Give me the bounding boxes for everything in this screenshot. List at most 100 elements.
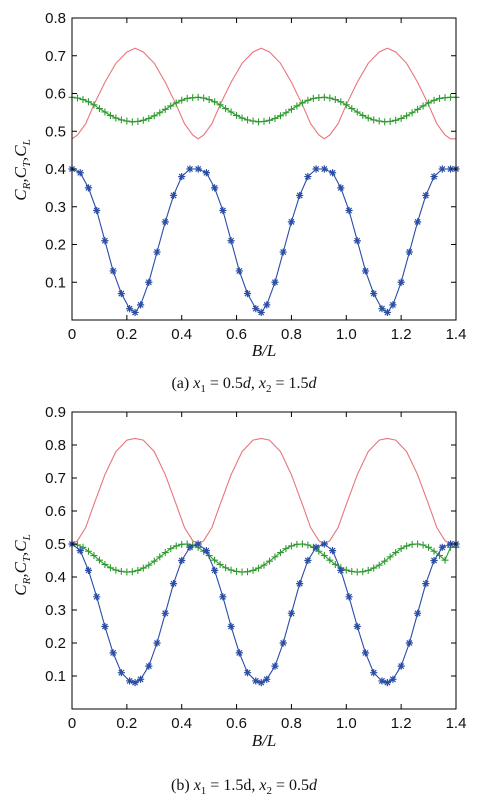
y-tick-label: 0.8: [45, 10, 66, 27]
series-marker-star: [383, 308, 392, 317]
y-tick-label: 0.7: [45, 48, 66, 65]
series-marker-plus: [134, 566, 142, 574]
x-tick-label: 0.6: [226, 715, 247, 732]
series-marker-plus: [205, 96, 213, 104]
y-tick-label: 0.2: [45, 635, 66, 652]
series-marker-star: [243, 289, 252, 298]
series-marker-plus: [298, 99, 306, 107]
series-marker-plus: [172, 99, 180, 107]
series-marker-plus: [117, 567, 125, 575]
series-marker-star: [101, 622, 109, 631]
series-marker-star: [446, 540, 455, 548]
series-marker-plus: [73, 94, 81, 102]
series-marker-plus: [95, 105, 103, 113]
series-marker-plus: [397, 114, 405, 122]
y-tick-label: 0.6: [45, 503, 66, 520]
y-tick-label: 0.7: [45, 470, 66, 487]
series-line: [71, 47, 456, 140]
series-marker-star: [405, 248, 413, 256]
x-tick-label: 0.4: [171, 326, 192, 343]
series-marker-star: [370, 289, 378, 298]
series-marker-star: [169, 191, 178, 200]
series-marker-star: [345, 206, 353, 215]
series-marker-plus: [419, 541, 427, 549]
series-marker-plus: [331, 96, 339, 104]
series-marker-star: [397, 662, 405, 670]
series-marker-plus: [222, 564, 230, 572]
y-tick-label: 0.2: [45, 237, 66, 254]
series-marker-plus: [265, 116, 273, 124]
series-marker-star: [243, 669, 252, 677]
series-marker-plus: [370, 564, 378, 572]
series-marker-star: [378, 677, 386, 685]
series-marker-star: [397, 278, 405, 286]
series-marker-plus: [150, 557, 158, 565]
y-tick-label: 0.1: [45, 668, 66, 685]
series-marker-star: [287, 609, 296, 617]
series-marker-plus: [348, 567, 356, 575]
series-marker-plus: [211, 556, 219, 564]
y-tick-label: 0.5: [45, 536, 66, 553]
series-marker-plus: [436, 94, 444, 102]
y-tick-label: 0.3: [45, 199, 66, 216]
series-marker-star: [186, 543, 194, 551]
series-marker-star: [93, 593, 101, 601]
series-marker-star: [279, 248, 287, 256]
series-marker-star: [337, 184, 345, 192]
series-marker-plus: [249, 117, 257, 125]
x-tick-label: 1.0: [336, 326, 357, 343]
series-marker-plus: [255, 564, 263, 572]
series-marker-plus: [337, 98, 345, 106]
series-marker-star: [296, 191, 304, 200]
series-marker-plus: [287, 542, 295, 550]
series-marker-star: [414, 609, 422, 617]
series-marker-star: [304, 556, 312, 565]
series-marker-plus: [233, 111, 241, 119]
series-marker-plus: [265, 557, 273, 565]
series-marker-star: [117, 289, 125, 298]
series-marker-star: [389, 301, 397, 309]
series-marker-star: [422, 580, 430, 588]
series-marker-plus: [260, 561, 268, 569]
series-marker-plus: [156, 553, 164, 561]
series-marker-star: [227, 237, 235, 245]
series-marker-star: [361, 267, 370, 275]
y-tick-label: 0.6: [45, 86, 66, 103]
series-marker-plus: [183, 94, 191, 102]
y-tick-label: 0.5: [45, 123, 66, 140]
series-marker-plus: [167, 102, 175, 110]
series-marker-star: [109, 267, 117, 275]
y-ticks-b: 0.1 0.2 0.3 0.4 0.5 0.6 0.7 0.8 0.9: [45, 404, 456, 685]
series-marker-star: [126, 305, 134, 313]
series-marker-star: [76, 547, 84, 555]
series-marker-plus: [342, 101, 350, 109]
series-marker-plus: [117, 116, 125, 124]
series-marker-star: [383, 679, 392, 687]
series-marker-plus: [233, 567, 241, 575]
series-marker-plus: [304, 96, 312, 104]
series-marker-star: [161, 218, 169, 226]
series-marker-star: [279, 639, 287, 647]
series-marker-star: [257, 679, 265, 687]
series-marker-plus: [271, 553, 279, 561]
y-axis-label-b: CR,CT,CL: [11, 534, 33, 596]
y-tick-label: 0.8: [45, 437, 66, 454]
series-marker-plus: [375, 117, 383, 125]
series-marker-star: [430, 556, 438, 565]
series-marker-star: [101, 237, 109, 245]
x-tick-label: 0.2: [116, 715, 137, 732]
plot-area-a: [68, 47, 460, 317]
y-tick-label: 0.4: [45, 161, 66, 178]
series-marker-plus: [364, 114, 372, 122]
series-marker-star: [414, 218, 422, 226]
series-marker-star: [296, 580, 304, 588]
y-ticks-a: 0.1 0.2 0.3 0.4 0.5 0.6 0.7 0.8: [45, 10, 456, 291]
series-marker-star: [422, 191, 430, 200]
y-axis-label-a: CR,CT,CL: [11, 139, 33, 201]
x-axis-label-a: B/L: [252, 341, 277, 360]
series-marker-star: [161, 609, 169, 617]
series-marker-plus: [397, 545, 405, 553]
series-marker-star: [84, 184, 93, 192]
series-marker-plus: [84, 98, 92, 106]
series-marker-plus: [194, 93, 202, 101]
